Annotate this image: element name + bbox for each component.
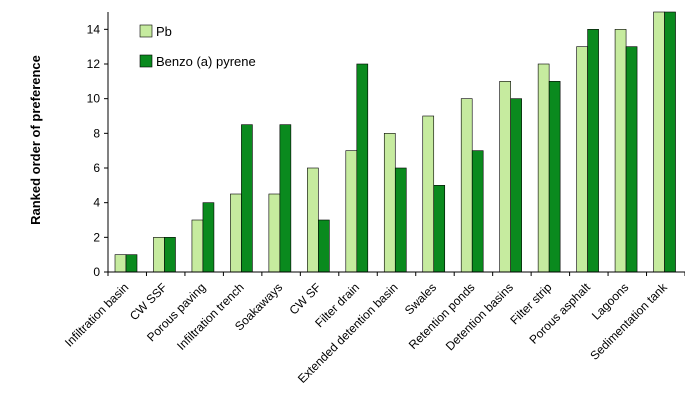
bar-benzo-a-pyrene-porous-paving <box>202 202 215 273</box>
y-tick-label: 4 <box>93 196 100 210</box>
bar-benzo-a-pyrene-soakaways <box>279 124 292 273</box>
bar-benzo-a-pyrene-extended-detention-basin <box>394 167 407 273</box>
bar-pb-cw-sf <box>307 167 319 273</box>
y-tick-label: 14 <box>87 22 101 36</box>
bar-benzo-a-pyrene-filter-strip <box>548 81 561 273</box>
bar-benzo-a-pyrene-detention-basins <box>510 98 522 273</box>
bar-pb-soakaways <box>268 193 281 273</box>
bar-benzo-a-pyrene-cw-ssf <box>164 237 176 273</box>
x-tick-label-swales: Swales <box>402 280 439 317</box>
bar-pb-infiltration-basin <box>114 254 127 273</box>
axes-layer <box>107 12 685 273</box>
x-tick-label-infiltration-basin: Infiltration basin <box>62 280 131 349</box>
legend-swatch-benzo-a-pyrene <box>139 54 153 68</box>
y-tick-label: 10 <box>87 92 101 106</box>
bar-benzo-a-pyrene-lagoons <box>625 46 638 273</box>
bar-pb-swales <box>422 115 435 273</box>
bar-pb-porous-asphalt <box>576 46 588 273</box>
bar-pb-filter-strip <box>537 63 550 273</box>
bar-benzo-a-pyrene-porous-asphalt <box>587 29 599 273</box>
x-tick-label-detention-basins: Detention basins <box>443 280 516 353</box>
bar-benzo-a-pyrene-cw-sf <box>318 219 330 273</box>
bar-pb-detention-basins <box>499 81 511 273</box>
y-ticks-layer: 0 2 4 6 8 10 12 14 <box>87 22 108 279</box>
legend-label-benzo-a-pyrene: Benzo (a) pyrene <box>156 54 256 69</box>
bar-benzo-a-pyrene-swales <box>433 185 446 273</box>
bar-benzo-a-pyrene-filter-drain <box>356 63 369 273</box>
bar-pb-filter-drain <box>345 150 358 273</box>
x-tick-label-cw-sf: CW SF <box>286 280 323 317</box>
bar-benzo-a-pyrene-infiltration-basin <box>125 254 138 273</box>
bar-pb-extended-detention-basin <box>383 133 396 273</box>
y-tick-label: 12 <box>87 57 101 71</box>
x-tick-label-infiltration-trench: Infiltration trench <box>174 280 247 353</box>
y-tick-label: 8 <box>93 126 100 140</box>
y-tick-label: 0 <box>93 265 100 279</box>
bar-pb-cw-ssf <box>153 237 165 273</box>
bar-pb-retention-ponds <box>460 98 473 273</box>
bar-benzo-a-pyrene-retention-ponds <box>471 150 484 273</box>
legend: Pb Benzo (a) pyrene <box>139 24 256 69</box>
bar-pb-infiltration-trench <box>230 193 242 273</box>
bar-pb-porous-paving <box>191 219 204 273</box>
bar-benzo-a-pyrene-infiltration-trench <box>241 124 253 273</box>
legend-swatch-pb <box>139 24 153 38</box>
legend-label-pb: Pb <box>156 24 172 39</box>
bar-benzo-a-pyrene-sedimentation-tank <box>664 11 676 273</box>
y-tick-label: 2 <box>93 230 100 244</box>
bar-pb-lagoons <box>614 29 627 273</box>
x-tick-label-retention-ponds: Retention ponds <box>406 280 478 352</box>
bar-pb-sedimentation-tank <box>653 11 665 273</box>
y-axis-title: Ranked order of preference <box>28 55 43 225</box>
bars-layer <box>114 11 676 273</box>
y-tick-label: 6 <box>93 161 100 175</box>
